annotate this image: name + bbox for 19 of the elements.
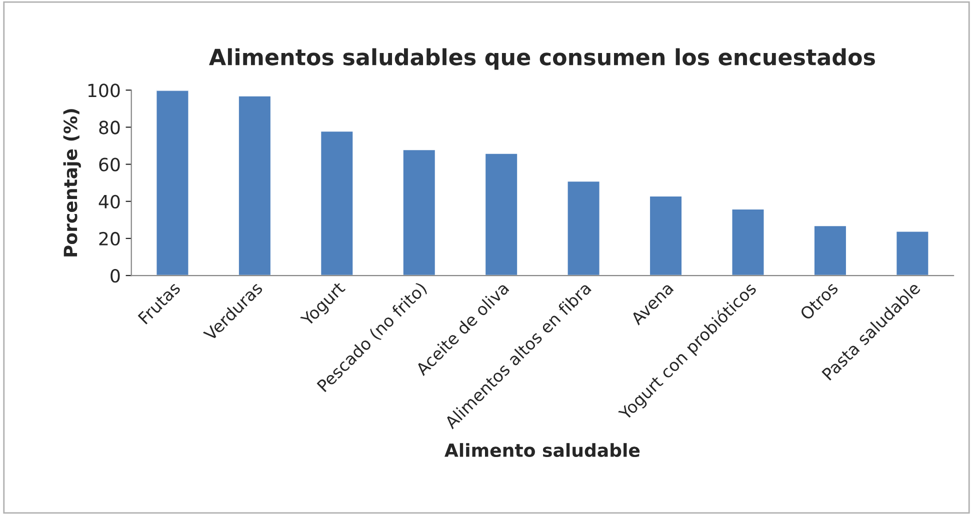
y-tick-label: 20 <box>99 232 120 246</box>
chart-title: Alimentos saludables que consumen los encuestados <box>208 48 875 70</box>
y-tick-label: 0 <box>110 268 120 283</box>
bar <box>730 208 766 276</box>
bar <box>320 130 354 276</box>
bar <box>484 152 518 276</box>
y-tick-label: 80 <box>99 120 120 134</box>
y-tick-label: 100 <box>88 84 120 98</box>
y-axis-title: Porcentaje (%) <box>63 109 81 256</box>
bar <box>566 180 601 276</box>
y-tick-label: 40 <box>98 194 120 208</box>
bar <box>895 230 930 276</box>
bar <box>155 90 190 276</box>
y-tick-label: 60 <box>99 158 120 172</box>
bar <box>402 148 436 276</box>
x-axis-title: Alimento saludable <box>444 443 640 458</box>
bar <box>813 224 848 276</box>
bar <box>238 94 272 276</box>
bar <box>648 195 683 276</box>
